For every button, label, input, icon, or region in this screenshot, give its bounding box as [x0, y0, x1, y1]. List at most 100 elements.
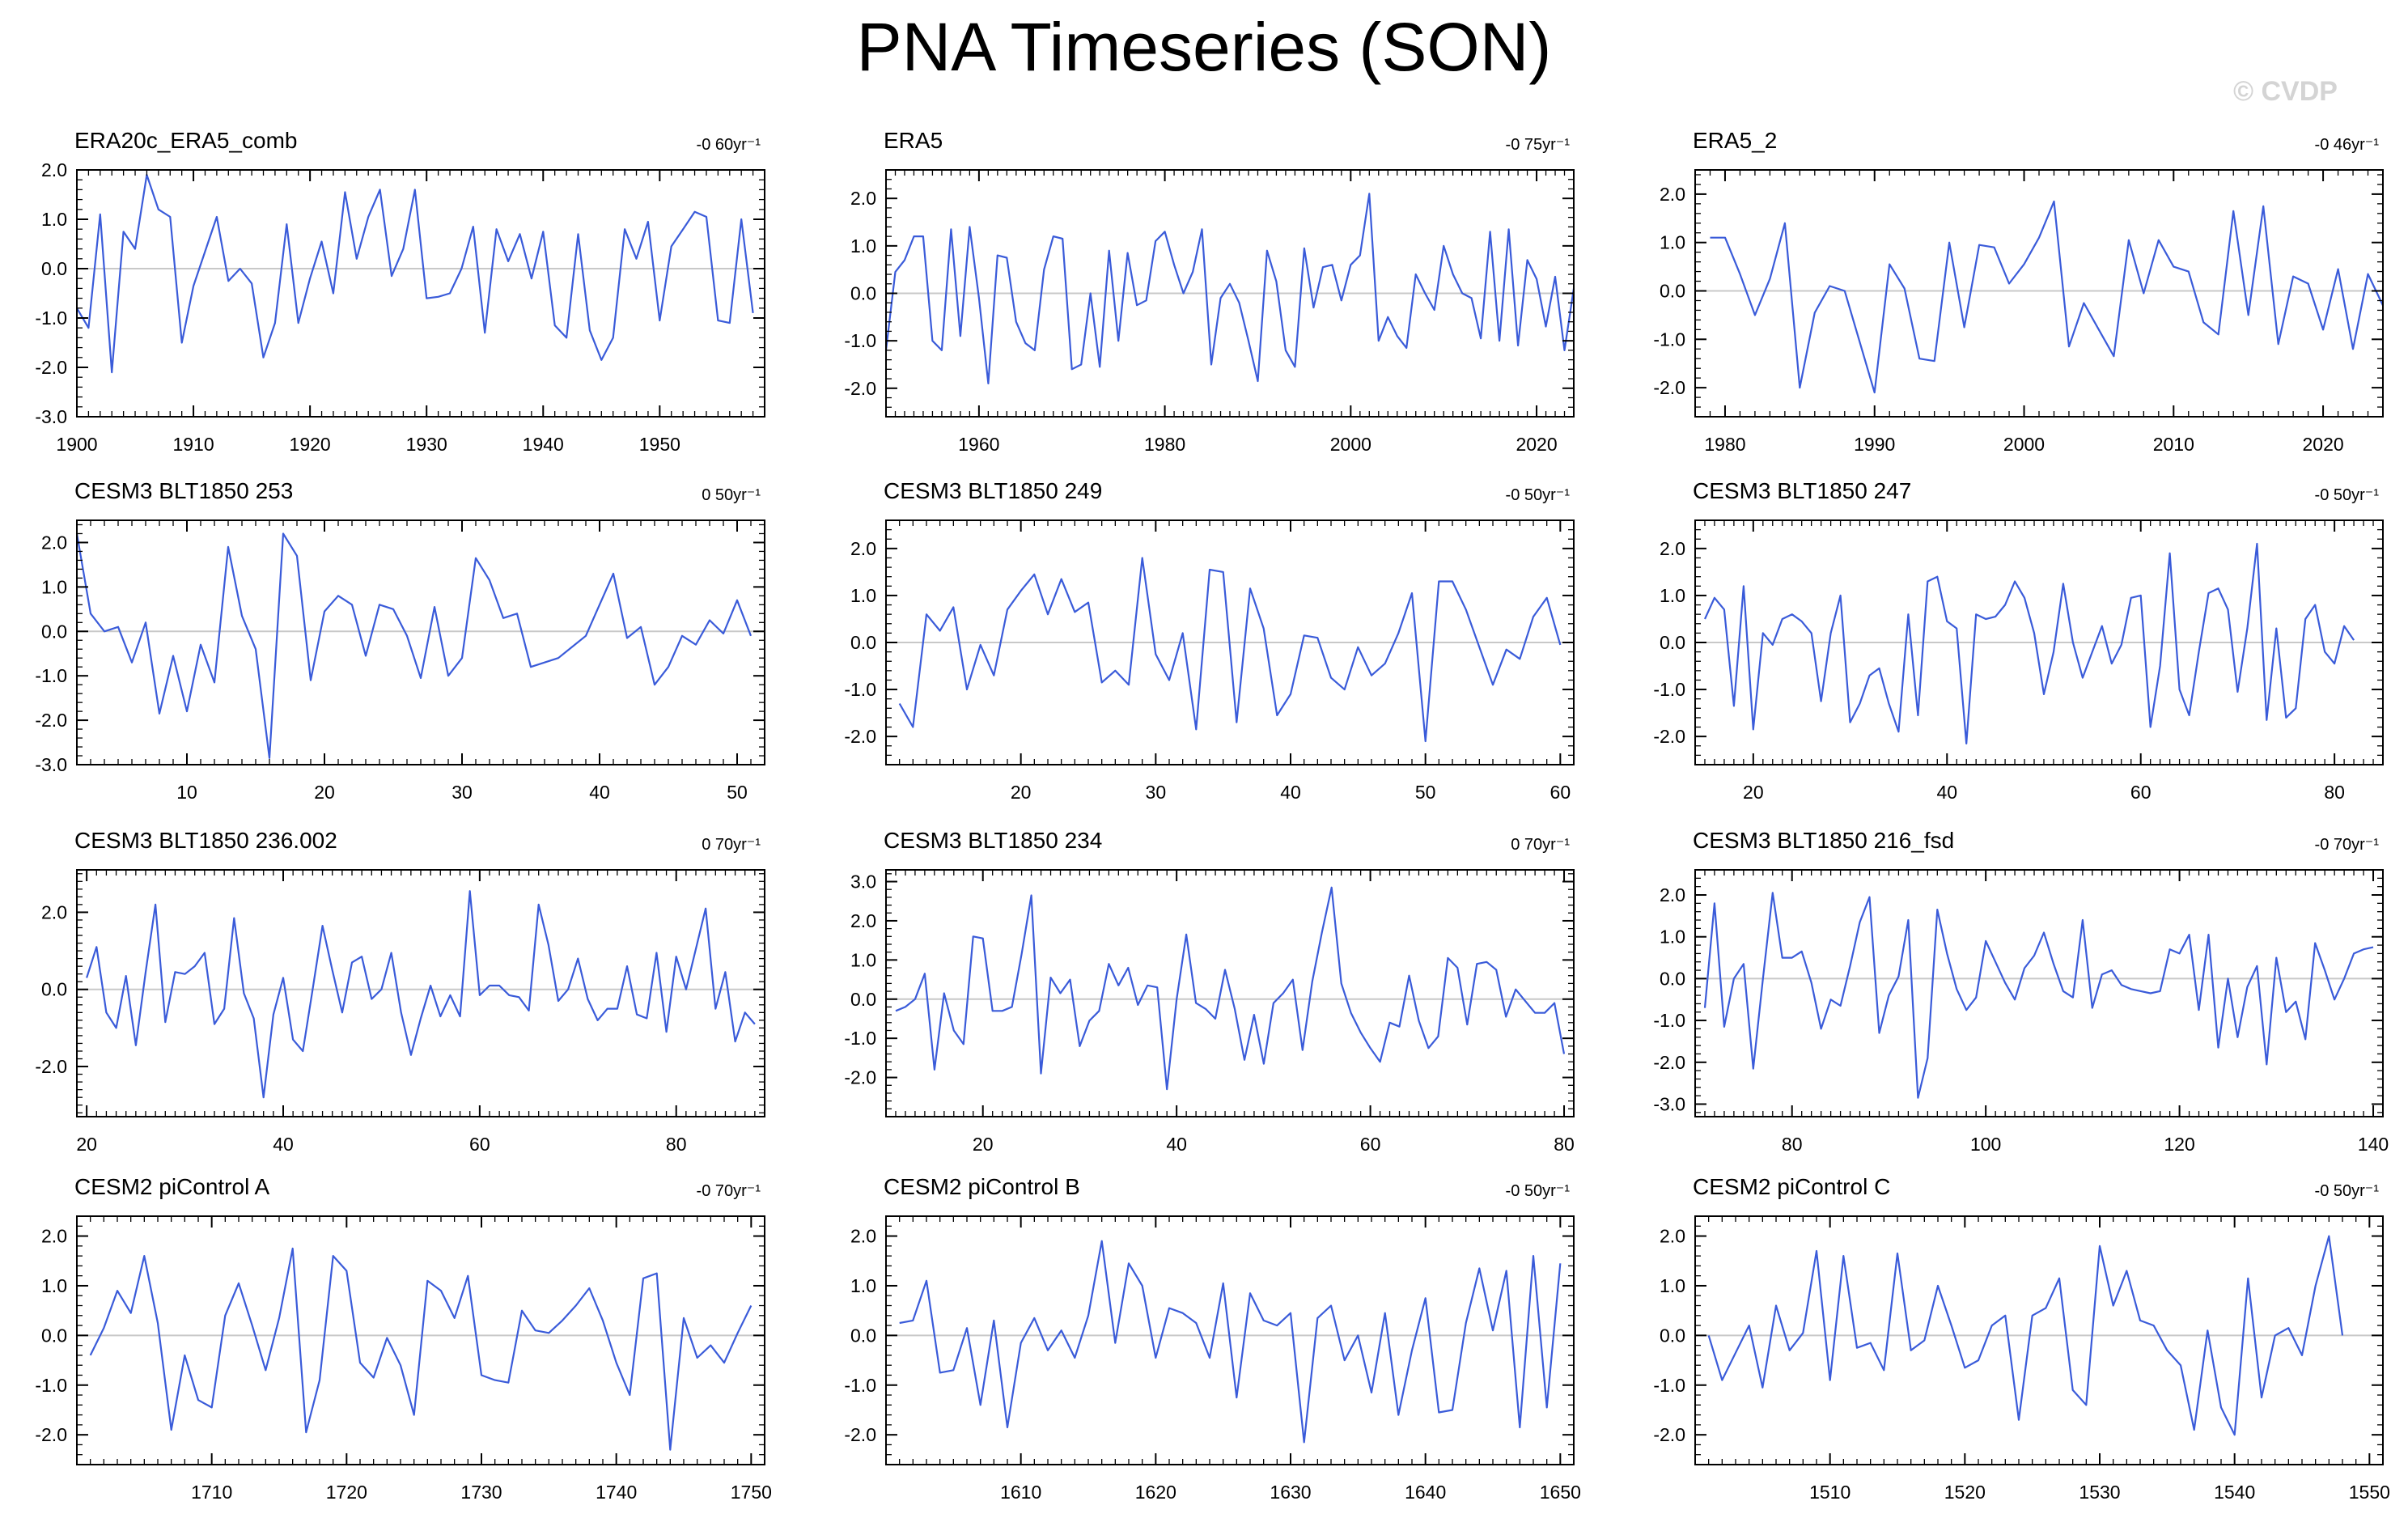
y-tick-label: -1.0 — [1653, 1010, 1685, 1031]
series-line — [76, 174, 754, 374]
y-tick-label: -2.0 — [1653, 726, 1685, 747]
panel-title: CESM3 BLT1850 253 — [74, 478, 293, 503]
x-tick-label: 10 — [176, 782, 197, 803]
y-tick-label: 1.0 — [1660, 1275, 1685, 1296]
x-tick-label: 1610 — [1000, 1482, 1041, 1503]
y-tick-label: 1.0 — [41, 576, 67, 597]
plot-frame — [885, 519, 1575, 765]
plot-frame — [885, 169, 1575, 418]
x-tick-label: 40 — [273, 1134, 294, 1155]
y-tick-label: 0.0 — [41, 979, 67, 1000]
chart-panel: CESM3 BLT1850 234 0 70yr⁻¹ 20 40 60 80 -2.0 -1.… — [844, 828, 1575, 1155]
x-tick-label: 2020 — [2303, 434, 2344, 455]
y-tick-label: -2.0 — [844, 378, 876, 399]
x-tick-label: 20 — [1011, 782, 1032, 803]
y-tick-label: 2.0 — [1660, 538, 1685, 559]
x-tick-label: 2020 — [1516, 434, 1557, 455]
trend-label: 0 50yr⁻¹ — [702, 486, 761, 504]
chart-panel: CESM3 BLT1850 236.002 0 70yr⁻¹ 20 40 60 80 -2.… — [35, 828, 765, 1155]
x-tick-label: 1720 — [326, 1482, 367, 1503]
x-tick-label: 40 — [1166, 1134, 1187, 1155]
y-tick-label: -1.0 — [1653, 329, 1685, 350]
trend-label: -0 75yr⁻¹ — [1506, 136, 1571, 154]
x-tick-label: 1740 — [596, 1482, 637, 1503]
x-tick-label: 1620 — [1135, 1482, 1176, 1503]
panel-title: ERA5 — [884, 128, 943, 153]
x-tick-label: 1510 — [1809, 1482, 1851, 1503]
watermark: © CVDP — [2233, 76, 2338, 107]
panel-title: ERA5_2 — [1693, 128, 1777, 153]
plot-frame — [76, 869, 765, 1117]
y-tick-label: -2.0 — [35, 357, 67, 378]
y-tick-label: 0.0 — [1660, 1325, 1685, 1346]
plot-frame — [76, 519, 765, 765]
x-tick-label: 80 — [2324, 782, 2345, 803]
x-tick-label: 60 — [469, 1134, 490, 1155]
trend-label: -0 60yr⁻¹ — [697, 136, 761, 154]
y-tick-label: 2.0 — [850, 1226, 876, 1247]
y-tick-label: -3.0 — [35, 406, 67, 427]
series-line — [1707, 1235, 2344, 1436]
x-tick-label: 20 — [314, 782, 335, 803]
chart-panel: CESM3 BLT1850 253 0 50yr⁻¹ 10 20 30 40 50 -3.0 -… — [35, 478, 765, 803]
chart-panel: ERA5_2 -0 46yr⁻¹ 1980 1990 2000 2010 2020 -2.0 -… — [1653, 128, 2384, 455]
y-tick-label: -1.0 — [844, 1375, 876, 1396]
y-tick-label: 1.0 — [850, 1275, 876, 1296]
series-line — [1703, 542, 2355, 745]
x-tick-label: 1960 — [958, 434, 999, 455]
trend-label: -0 70yr⁻¹ — [2315, 836, 2380, 854]
x-tick-label: 1730 — [460, 1482, 502, 1503]
y-tick-label: -2.0 — [1653, 1052, 1685, 1073]
y-tick-label: -3.0 — [1653, 1093, 1685, 1114]
y-tick-label: -2.0 — [35, 1424, 67, 1445]
series-line — [899, 1240, 1562, 1444]
plot-frame — [1694, 869, 2384, 1117]
x-tick-label: 1930 — [406, 434, 447, 455]
y-tick-label: 2.0 — [41, 901, 67, 922]
y-tick-label: -1.0 — [844, 330, 876, 351]
plot-frame — [1694, 169, 2384, 418]
plot-frame — [885, 1215, 1575, 1465]
y-tick-label: 2.0 — [41, 1226, 67, 1247]
y-tick-label: -3.0 — [35, 754, 67, 775]
x-tick-label: 1520 — [1944, 1482, 1986, 1503]
chart-panel: ERA5 -0 75yr⁻¹ 1960 1980 2000 2020 -2.0 -1.0 0.0… — [844, 128, 1575, 455]
y-tick-label: -1.0 — [35, 665, 67, 686]
x-tick-label: 1910 — [172, 434, 214, 455]
x-tick-label: 60 — [1550, 782, 1571, 803]
chart-panel: CESM3 BLT1850 247 -0 50yr⁻¹ 20 40 60 80 -2.0 -1… — [1653, 478, 2384, 803]
series-line — [895, 886, 1566, 1091]
x-tick-label: 1950 — [639, 434, 680, 455]
y-tick-label: 0.0 — [41, 258, 67, 279]
y-tick-label: -1.0 — [35, 1375, 67, 1396]
y-tick-label: 0.0 — [41, 1325, 67, 1346]
x-tick-label: 50 — [1415, 782, 1436, 803]
series-line — [898, 557, 1562, 743]
panel-title: CESM3 BLT1850 216_fsd — [1693, 828, 1954, 853]
panel-title: CESM2 piControl B — [884, 1174, 1080, 1199]
y-tick-label: 0.0 — [1660, 632, 1685, 653]
chart-panel: CESM2 piControl B -0 50yr⁻¹ 1610 1620 1630 16… — [844, 1174, 1581, 1503]
y-tick-label: 1.0 — [41, 209, 67, 230]
panel-title: CESM3 BLT1850 249 — [884, 478, 1102, 503]
trend-label: -0 50yr⁻¹ — [1506, 486, 1571, 504]
page-title: PNA Timeseries (SON) — [856, 9, 1552, 85]
trend-label: 0 70yr⁻¹ — [702, 836, 761, 854]
y-tick-label: 0.0 — [1660, 968, 1685, 989]
y-tick-label: -2.0 — [35, 1056, 67, 1077]
y-tick-label: 3.0 — [850, 871, 876, 893]
y-tick-label: 1.0 — [850, 235, 876, 257]
y-tick-label: 2.0 — [1660, 1226, 1685, 1247]
y-tick-label: 0.0 — [850, 632, 876, 653]
panel-title: CESM3 BLT1850 247 — [1693, 478, 1911, 503]
y-tick-label: 2.0 — [1660, 884, 1685, 905]
x-tick-label: 60 — [1360, 1134, 1381, 1155]
y-tick-label: 2.0 — [41, 532, 67, 553]
trend-label: -0 50yr⁻¹ — [2315, 486, 2380, 504]
chart-panel: CESM3 BLT1850 249 -0 50yr⁻¹ 20 30 40 50 60 -2.0… — [844, 478, 1575, 803]
plot-frame — [1694, 1215, 2384, 1465]
y-tick-label: -2.0 — [35, 710, 67, 731]
x-tick-label: 120 — [2164, 1134, 2194, 1155]
x-tick-label: 50 — [727, 782, 748, 803]
